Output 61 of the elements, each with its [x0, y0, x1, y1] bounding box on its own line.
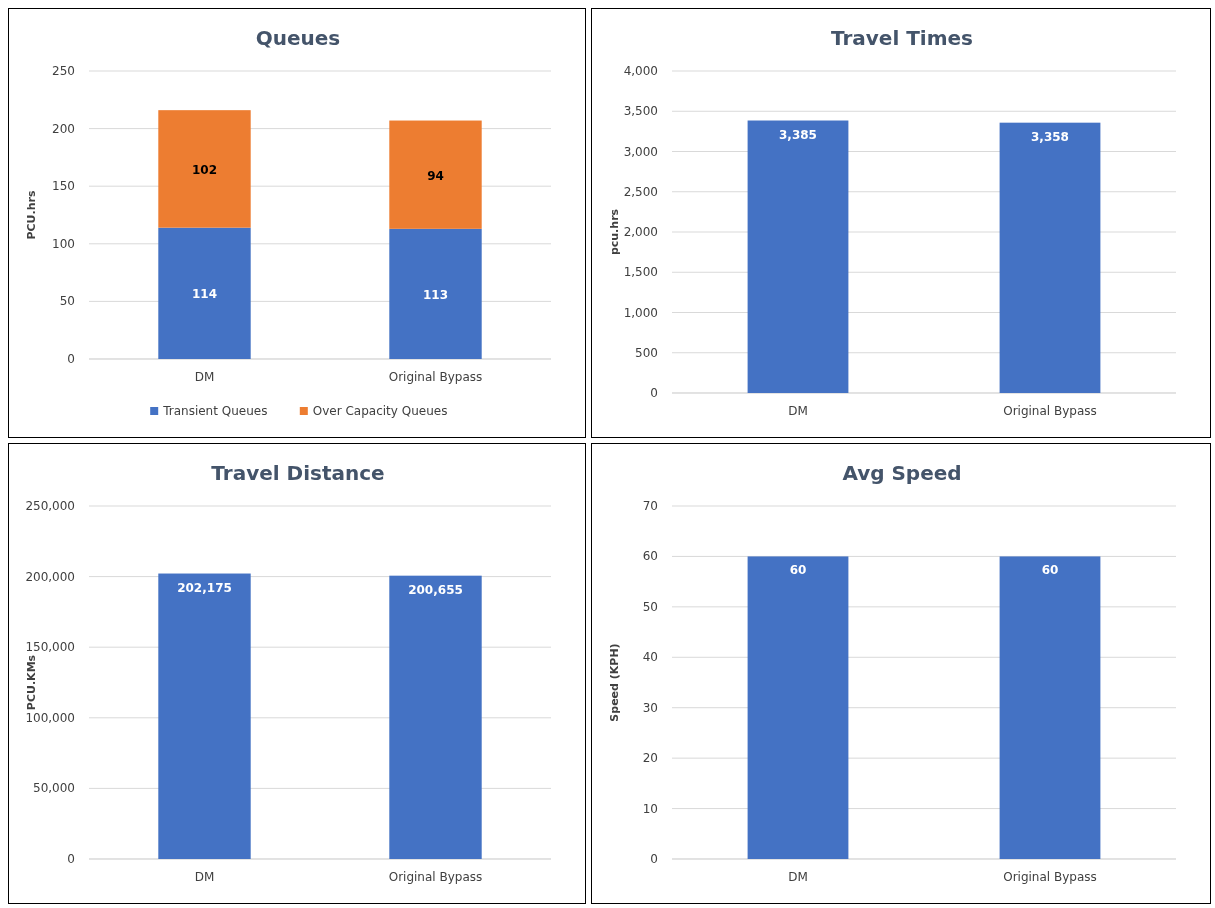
y-tick-label: 500 [635, 345, 658, 360]
legend-label: Transient Queues [162, 404, 268, 418]
chart-title: Avg Speed [842, 461, 962, 485]
data-label: 3,385 [779, 127, 817, 142]
y-tick-label: 100 [52, 236, 75, 251]
bar [389, 120, 482, 229]
y-tick-label: 50 [642, 599, 658, 614]
y-tick-label: 2,000 [623, 225, 658, 239]
data-label: 3,358 [1031, 129, 1069, 144]
y-tick-label: 30 [642, 700, 658, 715]
y-tick-label: 150 [52, 179, 75, 194]
y-axis-title: PCU.hrs [25, 190, 38, 240]
y-tick-label: 200,000 [25, 569, 75, 584]
data-label: 60 [789, 563, 807, 578]
data-label: 113 [422, 287, 449, 302]
bar [158, 110, 251, 228]
y-tick-label: 60 [642, 549, 658, 564]
data-label: 200,655 [408, 582, 463, 597]
data-label: 202,175 [177, 580, 232, 595]
bar [158, 227, 251, 359]
chart-title: Travel Distance [211, 461, 385, 485]
y-tick-label: 40 [642, 650, 658, 665]
y-tick-label: 10 [642, 801, 658, 816]
y-tick-label: 1,500 [623, 265, 658, 280]
chart-title: Travel Times [830, 26, 974, 50]
legend-label: Over Capacity Queues [312, 404, 448, 418]
y-tick-label: 250 [52, 64, 75, 78]
data-label: 60 [1041, 563, 1059, 578]
x-tick-label: Original Bypass [1003, 870, 1097, 884]
data-label: 102 [191, 162, 218, 177]
y-tick-label: 250,000 [25, 499, 75, 513]
y-tick-label: 0 [650, 386, 658, 400]
y-tick-label: 0 [67, 852, 75, 866]
data-label: 94 [427, 168, 444, 183]
x-tick-label: DM [788, 870, 808, 884]
y-axis-title: Speed (KPH) [608, 643, 621, 722]
x-tick-label: Original Bypass [1003, 404, 1097, 418]
y-tick-label: 1,000 [623, 305, 658, 320]
y-tick-label: 3,000 [623, 144, 658, 159]
y-tick-label: 0 [67, 352, 75, 366]
x-tick-label: Original Bypass [388, 370, 483, 384]
y-tick-label: 2,500 [623, 184, 658, 199]
y-tick-label: 70 [642, 499, 658, 513]
y-tick-label: 50,000 [33, 781, 75, 796]
x-tick-label: DM [194, 370, 215, 384]
y-axis-title: PCU.KMs [25, 654, 38, 711]
y-tick-label: 4,000 [623, 64, 658, 78]
y-tick-label: 3,500 [623, 104, 658, 119]
y-tick-label: 50 [59, 294, 75, 309]
x-tick-label: DM [194, 870, 215, 884]
y-tick-label: 0 [650, 852, 658, 866]
bar [389, 228, 482, 359]
y-axis-title: pcu.hrs [608, 208, 621, 256]
data-label: 114 [191, 287, 218, 302]
chart-title: Queues [255, 26, 341, 50]
y-tick-label: 150,000 [25, 640, 75, 655]
y-tick-label: 20 [642, 751, 658, 766]
y-tick-label: 100,000 [25, 710, 75, 725]
y-tick-label: 200 [52, 121, 75, 136]
x-tick-label: Original Bypass [388, 870, 483, 884]
x-tick-label: DM [788, 404, 808, 418]
